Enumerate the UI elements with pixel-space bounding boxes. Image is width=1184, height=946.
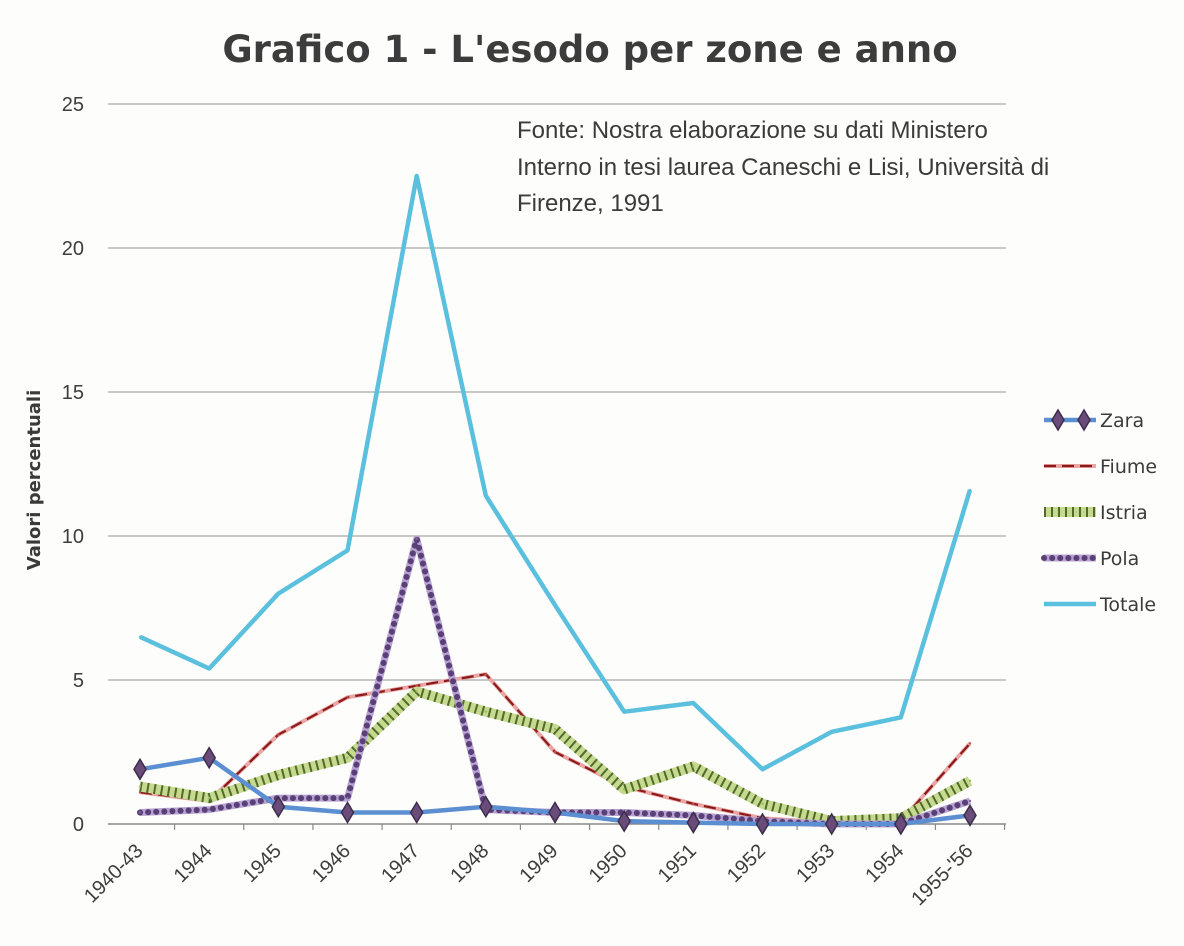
x-tick-label: 1940-43 <box>80 840 147 907</box>
data-point <box>277 592 280 595</box>
data-point <box>346 756 349 759</box>
legend-label: Fiume <box>1100 456 1157 478</box>
data-point <box>548 801 562 824</box>
data-point <box>761 802 764 806</box>
legend-item-istria: Istria <box>1044 502 1148 524</box>
legend-marker <box>1077 408 1091 432</box>
legend-label: Totale <box>1099 594 1156 616</box>
data-point <box>899 716 903 719</box>
chart-series <box>133 173 977 836</box>
y-tick-label: 20 <box>62 238 84 260</box>
x-tick-label: 1953 <box>792 840 839 887</box>
x-tick-label: 1950 <box>585 840 632 887</box>
data-point <box>346 796 349 800</box>
y-axis-label: Valori percentuali <box>24 390 45 571</box>
data-point <box>963 803 977 827</box>
data-point <box>622 710 626 713</box>
x-tick-label: 1948 <box>446 840 493 887</box>
y-tick-label: 25 <box>62 94 84 116</box>
data-point <box>138 785 142 788</box>
x-tick-label: 1954 <box>861 840 908 887</box>
legend-label: Pola <box>1100 548 1139 570</box>
data-point <box>138 635 142 638</box>
data-point <box>622 788 626 791</box>
data-point <box>968 488 972 492</box>
data-point <box>692 765 695 768</box>
y-axis-ticks: 0 5 10 15 20 25 <box>62 94 84 836</box>
data-point <box>617 809 632 833</box>
data-point <box>484 710 488 713</box>
x-tick-label: 1952 <box>723 840 770 887</box>
data-point <box>484 494 488 497</box>
source-annotation: Fonte: Nostra elaborazione su dati Minis… <box>517 117 1049 217</box>
data-point <box>893 812 908 836</box>
data-point <box>207 667 211 670</box>
data-point <box>692 701 695 705</box>
y-tick-label: 15 <box>62 382 84 404</box>
series-zara <box>133 746 977 836</box>
data-point <box>415 174 418 178</box>
legend-item-totale: Totale <box>1044 594 1156 616</box>
data-point <box>207 808 211 811</box>
source-note-line-1: Fonte: Nostra elaborazione su dati Minis… <box>517 117 988 144</box>
x-tick-label: 1951 <box>654 840 701 887</box>
data-point <box>271 795 286 819</box>
source-note-line-3: Firenze, 1991 <box>517 190 664 217</box>
data-point <box>277 733 280 736</box>
x-tick-label: 1955-'56 <box>907 840 977 910</box>
y-tick-label: 0 <box>73 814 84 836</box>
data-point <box>968 779 972 782</box>
data-point <box>686 811 701 835</box>
data-point <box>484 673 488 676</box>
data-point <box>133 757 147 781</box>
data-point <box>553 727 557 731</box>
data-point <box>968 742 972 745</box>
data-point <box>202 746 217 770</box>
x-tick-label: 1947 <box>377 840 424 887</box>
legend-item-fiume: Fiume <box>1044 456 1157 478</box>
data-point <box>761 768 764 771</box>
legend-label: Istria <box>1100 502 1148 524</box>
data-point <box>968 799 972 803</box>
data-point <box>553 603 557 607</box>
data-point <box>138 811 142 814</box>
chart-title: Grafico 1 - L'esodo per zone e anno <box>222 28 957 71</box>
data-point <box>346 696 349 699</box>
series-totale <box>138 173 973 772</box>
y-tick-label: 10 <box>62 526 84 548</box>
data-point <box>824 812 839 836</box>
data-point <box>755 812 770 836</box>
x-tick-label: 1945 <box>239 840 286 887</box>
x-axis-ticks: 1940-43 1944 1945 1946 1947 1948 1949 1950 1951 1… <box>80 840 977 910</box>
data-point <box>553 750 557 754</box>
chart-legend: Zara Fiume Istria Pola Totale <box>1041 408 1157 616</box>
data-point <box>830 730 833 734</box>
data-point <box>340 801 355 824</box>
data-point <box>346 549 349 552</box>
data-point <box>478 795 493 819</box>
legend-marker <box>1051 408 1065 432</box>
legend-item-pola: Pola <box>1041 548 1139 570</box>
x-tick-label: 1946 <box>308 840 355 887</box>
data-point <box>692 802 695 806</box>
source-note-line-2: Interno in tesi laurea Caneschi e Lisi, … <box>517 154 1049 181</box>
legend-label: Zara <box>1100 410 1144 432</box>
x-tick-label: 1949 <box>516 840 563 887</box>
legend-item-zara: Zara <box>1044 408 1144 432</box>
data-point <box>409 801 424 824</box>
data-point <box>415 537 418 541</box>
data-point <box>277 773 280 777</box>
data-point <box>415 690 418 693</box>
x-tick-label: 1944 <box>170 840 217 887</box>
data-point <box>207 796 211 800</box>
y-tick-label: 5 <box>73 670 84 692</box>
data-point <box>415 684 418 687</box>
